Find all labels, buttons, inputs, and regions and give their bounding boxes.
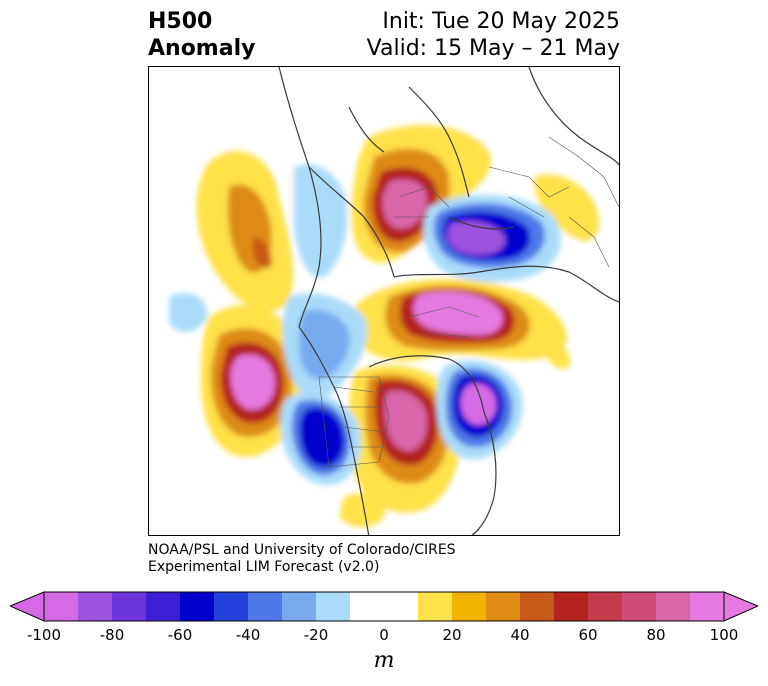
colorbar-box	[146, 592, 180, 621]
colorbar-box	[248, 592, 282, 621]
colorbar-box	[214, 592, 248, 621]
credit-line1: NOAA/PSL and University of Colorado/CIRE…	[148, 542, 456, 558]
anomaly-map	[169, 67, 619, 535]
colorbar-tick-label: -80	[99, 626, 125, 644]
colorbar-box	[316, 592, 350, 621]
negative-anomaly-east-asia-core	[461, 383, 497, 425]
colorbar-tick-label: 20	[442, 626, 462, 644]
colorbar-box	[554, 592, 588, 621]
colorbar-tick-label: 40	[510, 626, 530, 644]
colorbar-box	[452, 592, 486, 621]
colorbar-box	[520, 592, 554, 621]
political-borders	[318, 136, 619, 468]
positive-anomaly-greenland-core	[382, 179, 427, 229]
title-variable: H500	[148, 9, 213, 34]
positive-anomaly-south	[339, 493, 385, 528]
positive-anomaly-arctic-core	[413, 291, 503, 336]
colorbar-unit-label: m	[373, 648, 395, 673]
map-title: H500 Anomaly	[148, 8, 255, 62]
credit-line2: Experimental LIM Forecast (v2.0)	[148, 559, 380, 575]
valid-range: Valid: 15 May – 21 May	[366, 36, 620, 61]
positive-anomaly-europe-core	[384, 390, 428, 452]
credit-text: NOAA/PSL and University of Colorado/CIRE…	[148, 542, 456, 576]
colorbar-box	[112, 592, 146, 621]
negative-anomaly-pacific	[169, 293, 208, 333]
map-panel	[148, 66, 620, 536]
coastlines	[278, 67, 619, 535]
colorbar-outline	[43, 591, 725, 622]
positive-anomaly-westcoast-inner	[252, 237, 272, 268]
colorbar-tick-label: 60	[578, 626, 598, 644]
title-quantity: Anomaly	[148, 36, 256, 61]
colorbar-over-arrow	[723, 591, 758, 622]
colorbar-ticks: -100 -80 -60 -40 -20 0 20 40 60 80 100	[0, 626, 768, 646]
colorbar-box	[622, 592, 656, 621]
colorbar-box	[282, 592, 316, 621]
colorbar-box	[44, 592, 78, 621]
colorbar-box	[486, 592, 520, 621]
colorbar-tick-label: 100	[709, 626, 739, 644]
colorbar-box	[180, 592, 214, 621]
positive-anomaly-northwest-core	[230, 354, 275, 410]
colorbar-under-arrow	[10, 591, 45, 622]
negative-anomaly-arctic-strip-mid	[299, 309, 350, 380]
negative-anomaly-siberia-core	[447, 221, 506, 255]
colorbar-box	[690, 592, 724, 621]
forecast-dates: Init: Tue 20 May 2025 Valid: 15 May – 21…	[367, 8, 620, 62]
colorbar-tick-label: -20	[303, 626, 329, 644]
colorbar-tick-label: 80	[646, 626, 666, 644]
negative-anomaly-alaska	[294, 164, 348, 278]
positive-anomaly-east-siberia	[534, 174, 600, 241]
colorbar-box	[418, 592, 452, 621]
colorbar-tick-label: -40	[235, 626, 261, 644]
positive-anomaly-east	[544, 343, 570, 369]
colorbar-tick-label: -100	[26, 626, 62, 644]
colorbar-tick-label: -60	[167, 626, 193, 644]
colorbar-boxes	[44, 592, 724, 621]
colorbar-box	[78, 592, 112, 621]
colorbar-box	[350, 592, 418, 621]
negative-anomaly-central-deep	[299, 407, 345, 468]
colorbar-box	[656, 592, 690, 621]
colorbar-tick-label: 0	[379, 626, 389, 644]
colorbar-box	[588, 592, 622, 621]
init-date: Init: Tue 20 May 2025	[382, 9, 620, 34]
colorbar	[10, 591, 758, 622]
